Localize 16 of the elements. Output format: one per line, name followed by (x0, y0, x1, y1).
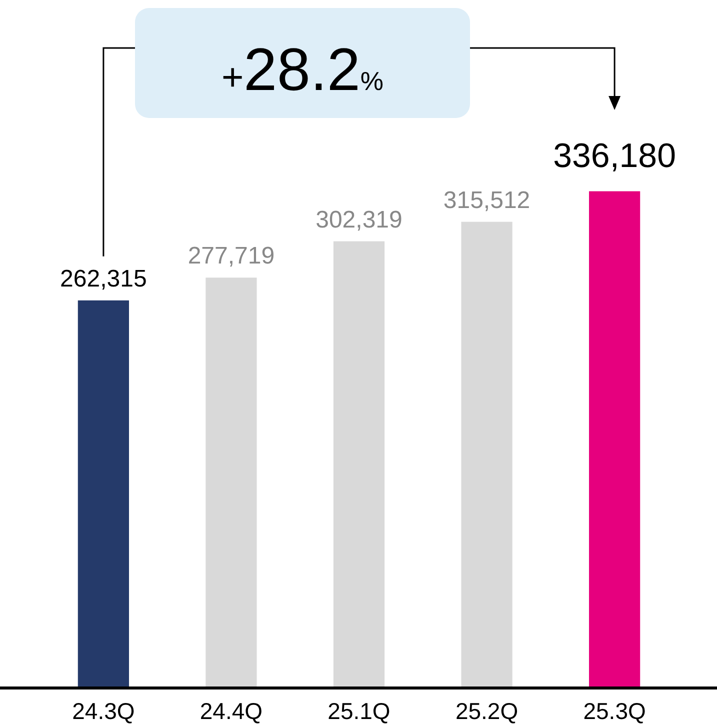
bar (589, 191, 640, 688)
bar (461, 222, 512, 688)
data-label: 336,180 (553, 137, 676, 176)
data-label: 302,319 (316, 206, 402, 234)
bar (333, 241, 385, 688)
x-tick-label: 25.1Q (328, 698, 390, 724)
bar (78, 300, 129, 688)
text: +28.2% (221, 36, 384, 103)
bar (206, 278, 257, 688)
data-label: 315,512 (443, 186, 530, 214)
x-tick-label: 25.3Q (583, 698, 646, 724)
x-tick-label: 24.4Q (200, 698, 263, 724)
data-label: 262,315 (60, 265, 147, 292)
x-tick-label: 25.2Q (455, 698, 518, 724)
data-label: 277,719 (188, 242, 275, 270)
x-tick-label: 24.3Q (72, 698, 135, 724)
